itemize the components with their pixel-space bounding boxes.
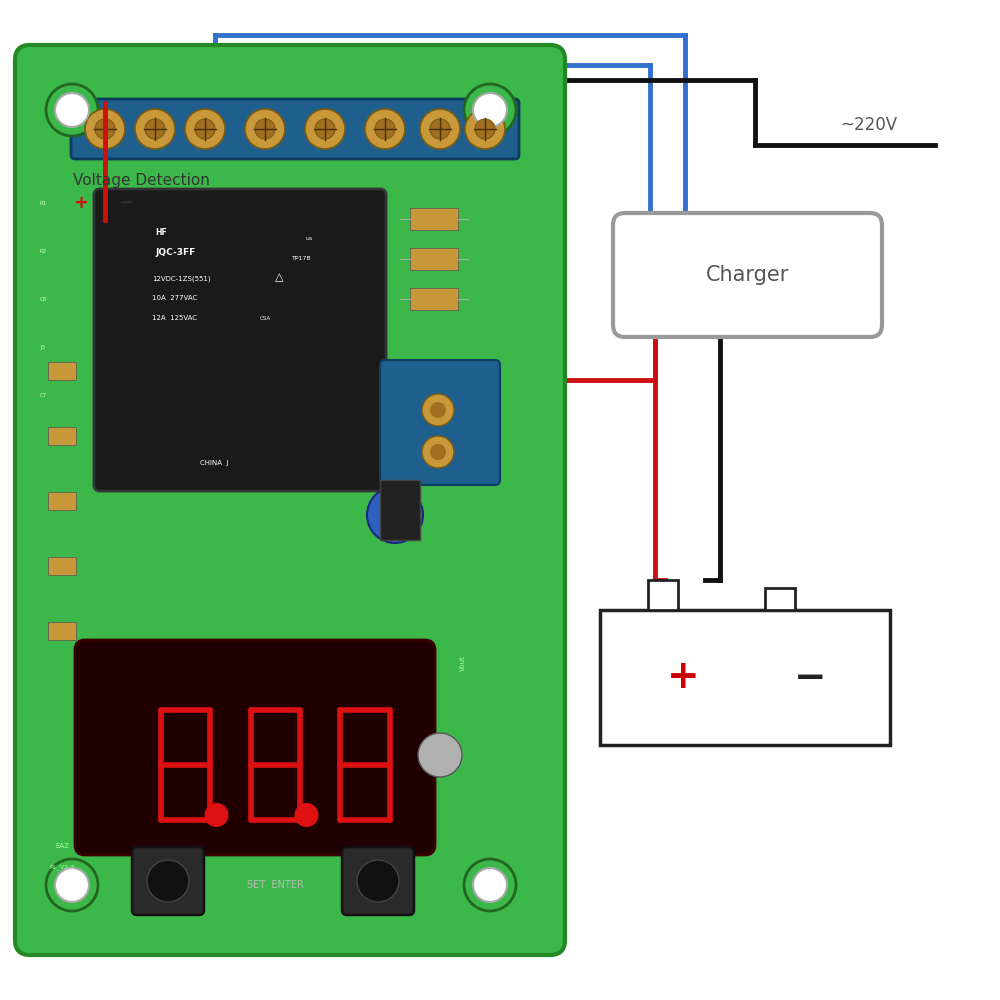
Bar xyxy=(410,248,458,270)
Circle shape xyxy=(422,436,454,468)
Circle shape xyxy=(46,859,98,911)
Circle shape xyxy=(315,119,335,139)
Circle shape xyxy=(473,93,507,127)
Text: −: − xyxy=(794,658,826,696)
Circle shape xyxy=(55,868,89,902)
Text: Voltage Detection: Voltage Detection xyxy=(73,172,210,188)
Text: △: △ xyxy=(275,272,284,282)
Text: 10A  277VAC: 10A 277VAC xyxy=(152,295,197,301)
Text: −: − xyxy=(118,194,133,212)
Bar xyxy=(48,427,76,445)
FancyBboxPatch shape xyxy=(94,189,386,491)
Text: CSA: CSA xyxy=(260,316,271,321)
Circle shape xyxy=(145,119,165,139)
Circle shape xyxy=(357,860,399,902)
Text: HF: HF xyxy=(155,228,167,237)
Bar xyxy=(410,208,458,230)
Circle shape xyxy=(185,109,225,149)
Circle shape xyxy=(295,803,319,827)
Text: JQC-3FF: JQC-3FF xyxy=(155,248,195,257)
FancyBboxPatch shape xyxy=(132,847,204,915)
Bar xyxy=(48,557,76,575)
Circle shape xyxy=(305,109,345,149)
Circle shape xyxy=(475,119,495,139)
Bar xyxy=(410,288,458,310)
Text: ~220V: ~220V xyxy=(840,116,897,134)
FancyBboxPatch shape xyxy=(15,45,565,955)
Text: RL_V2.3: RL_V2.3 xyxy=(49,864,74,870)
Text: R2: R2 xyxy=(40,249,47,254)
FancyBboxPatch shape xyxy=(613,213,882,337)
Circle shape xyxy=(135,109,175,149)
Text: Vout: Vout xyxy=(460,655,466,671)
FancyBboxPatch shape xyxy=(71,99,519,159)
Circle shape xyxy=(245,109,285,149)
Circle shape xyxy=(85,109,125,149)
Circle shape xyxy=(367,487,423,543)
Text: 12A  125VAC: 12A 125VAC xyxy=(152,315,197,321)
Text: SET  ENTER: SET ENTER xyxy=(247,880,303,890)
Text: J3: J3 xyxy=(40,345,45,350)
Bar xyxy=(48,622,76,640)
Circle shape xyxy=(418,733,462,777)
Circle shape xyxy=(46,84,98,136)
FancyBboxPatch shape xyxy=(342,847,414,915)
FancyBboxPatch shape xyxy=(380,360,500,485)
Circle shape xyxy=(147,860,189,902)
Text: C8: C8 xyxy=(40,297,47,302)
FancyBboxPatch shape xyxy=(75,640,435,855)
Circle shape xyxy=(430,119,450,139)
Bar xyxy=(48,492,76,510)
Circle shape xyxy=(420,109,460,149)
Circle shape xyxy=(465,109,505,149)
Text: 12VDC-1ZS(551): 12VDC-1ZS(551) xyxy=(152,275,211,282)
Bar xyxy=(48,362,76,380)
Circle shape xyxy=(464,859,516,911)
Text: EAZ: EAZ xyxy=(55,843,69,849)
Text: +: + xyxy=(73,194,88,212)
Circle shape xyxy=(95,119,115,139)
Bar xyxy=(648,580,678,610)
Text: +: + xyxy=(667,658,699,696)
Text: us: us xyxy=(305,236,312,241)
Text: R1: R1 xyxy=(40,201,47,206)
Text: C7: C7 xyxy=(40,393,47,398)
Text: TP17B: TP17B xyxy=(292,256,312,261)
Circle shape xyxy=(255,119,275,139)
Text: CHINA  J: CHINA J xyxy=(200,460,228,466)
Text: Charger: Charger xyxy=(706,265,789,285)
Circle shape xyxy=(205,803,228,827)
Bar xyxy=(600,610,890,745)
Bar xyxy=(765,588,795,610)
Circle shape xyxy=(464,84,516,136)
Circle shape xyxy=(430,444,446,460)
Circle shape xyxy=(195,119,215,139)
Circle shape xyxy=(473,868,507,902)
Circle shape xyxy=(375,119,395,139)
Circle shape xyxy=(430,402,446,418)
Circle shape xyxy=(422,394,454,426)
Bar xyxy=(380,480,420,540)
Circle shape xyxy=(55,93,89,127)
Circle shape xyxy=(365,109,405,149)
